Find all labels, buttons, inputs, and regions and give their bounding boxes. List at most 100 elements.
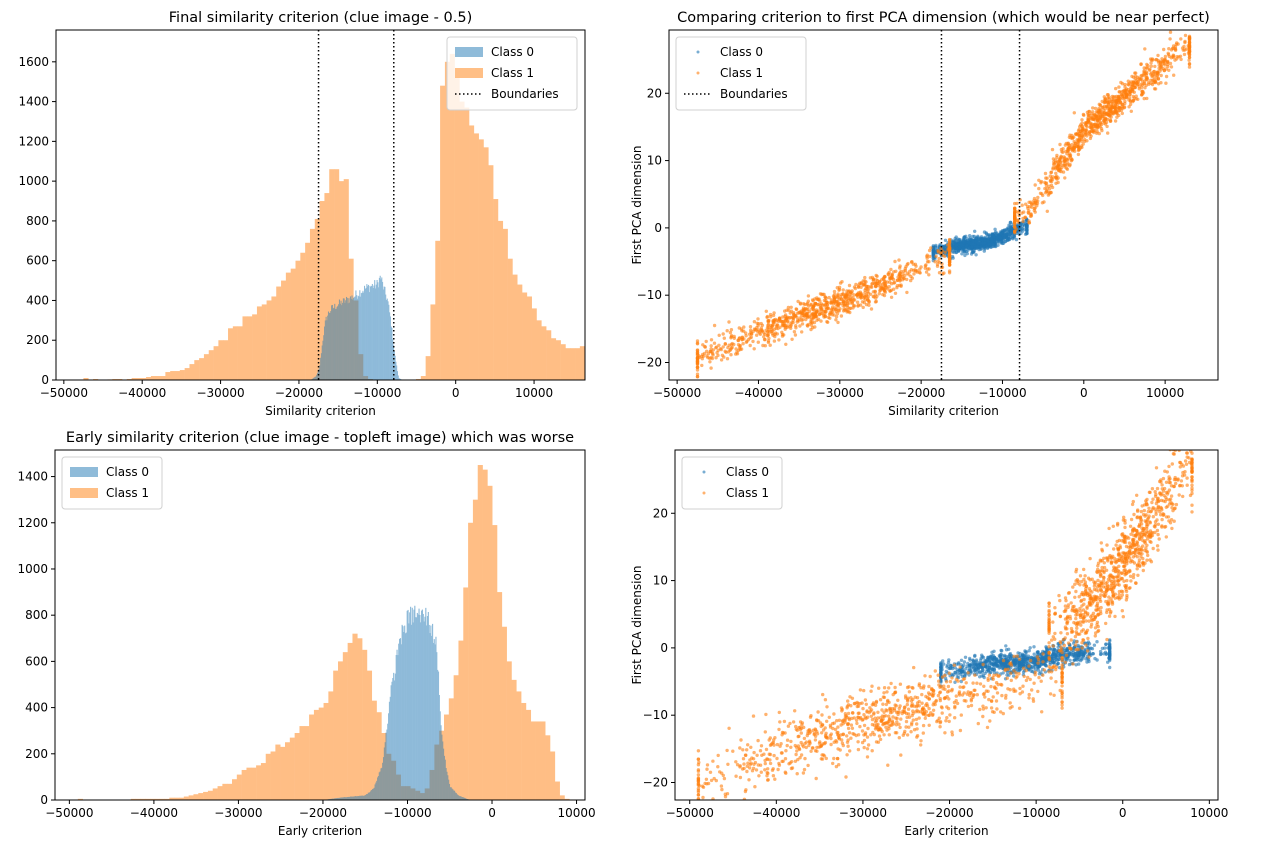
histogram-bar <box>323 702 329 800</box>
scatter-point <box>1145 77 1150 82</box>
scatter-point <box>1166 64 1170 69</box>
scatter-point <box>1056 661 1060 666</box>
scatter-point <box>1039 679 1043 683</box>
scatter-point <box>764 712 768 717</box>
y-axis-label: First PCA dimension <box>630 146 644 265</box>
scatter-point <box>824 756 828 761</box>
scatter-point <box>1044 176 1048 180</box>
scatter-point <box>1093 106 1098 111</box>
scatter-point <box>1085 139 1089 143</box>
scatter-point <box>1016 651 1020 655</box>
scatter-point <box>765 330 770 334</box>
histogram-bar <box>324 193 330 380</box>
scatter-point <box>1143 86 1147 90</box>
scatter-point <box>858 303 863 307</box>
scatter-point <box>974 236 978 241</box>
scatter-point <box>932 692 936 696</box>
scatter-point <box>924 263 928 267</box>
scatter-point <box>953 716 957 720</box>
scatter-point <box>703 345 707 349</box>
scatter-point <box>893 291 898 295</box>
scatter-point <box>978 682 983 686</box>
scatter-point <box>1104 652 1109 656</box>
scatter-point <box>881 702 885 706</box>
histogram-bar <box>370 286 372 380</box>
histogram-bar <box>425 356 431 380</box>
scatter-point <box>954 243 959 247</box>
scatter-point <box>909 260 914 264</box>
histogram-bar <box>343 298 345 380</box>
scatter-point <box>1143 47 1147 51</box>
scatter-point <box>1174 42 1179 47</box>
histogram-bar <box>367 286 369 380</box>
scatter-point <box>782 719 787 724</box>
scatter-point <box>760 329 765 333</box>
scatter-point <box>695 368 700 372</box>
scatter-point <box>825 307 829 311</box>
scatter-point <box>1056 160 1060 164</box>
scatter-point <box>1044 183 1049 188</box>
scatter-point <box>828 310 832 315</box>
scatter-point <box>759 326 764 330</box>
scatter-point <box>870 282 874 286</box>
scatter-point <box>732 342 736 347</box>
scatter-point <box>1007 237 1012 242</box>
scatter-point <box>921 731 925 735</box>
scatter-point <box>809 319 813 324</box>
scatter-point <box>939 662 943 666</box>
legend-label: Class 0 <box>720 45 763 59</box>
histogram-bar <box>374 784 376 800</box>
scatter-point <box>1166 51 1170 55</box>
histogram-bar <box>530 721 536 800</box>
scatter-point <box>892 287 896 291</box>
scatter-point <box>709 344 713 348</box>
scatter-point <box>894 723 899 727</box>
histogram-bar <box>401 624 403 800</box>
scatter-point <box>971 242 975 246</box>
histogram-bar <box>394 355 396 380</box>
histogram-bar <box>350 796 352 800</box>
scatter-point <box>887 717 892 722</box>
scatter-point <box>999 682 1003 687</box>
histogram-bar <box>395 654 397 800</box>
scatter-point <box>862 713 866 717</box>
histogram-bar <box>599 346 604 380</box>
scatter-point <box>1060 678 1064 682</box>
scatter-point <box>1086 116 1090 120</box>
scatter-point <box>897 736 901 740</box>
scatter-point <box>1100 128 1104 133</box>
histogram-bar <box>338 181 344 380</box>
scatter-point <box>890 720 894 724</box>
scatter-point <box>970 245 974 249</box>
histogram-bar <box>483 147 489 380</box>
histogram-bar <box>212 788 218 800</box>
scatter-point <box>711 348 715 352</box>
histogram-bar <box>565 348 571 380</box>
histogram-bar <box>417 614 419 800</box>
scatter-point <box>1187 40 1192 44</box>
scatter-point <box>975 246 979 251</box>
histogram-bar <box>406 610 408 800</box>
scatter-point <box>1043 171 1048 176</box>
histogram-bar <box>344 302 346 380</box>
scatter-point <box>1084 128 1088 132</box>
histogram-bar <box>266 300 272 380</box>
scatter-point <box>882 733 886 737</box>
scatter-point <box>742 325 746 329</box>
scatter-point <box>963 253 967 258</box>
histogram-bar <box>336 798 338 800</box>
scatter-point <box>1043 663 1048 667</box>
histogram-bar <box>362 795 364 800</box>
scatter-point <box>1014 227 1018 231</box>
histogram-bar <box>387 723 389 800</box>
scatter-point <box>835 731 839 735</box>
scatter-point <box>804 740 809 744</box>
scatter-point <box>898 266 902 270</box>
scatter-point <box>1030 655 1034 660</box>
scatter-point <box>1111 111 1116 115</box>
scatter-point <box>1187 58 1191 62</box>
histogram-bar <box>364 288 366 380</box>
scatter-point <box>1028 677 1032 682</box>
scatter-point <box>714 810 717 813</box>
scatter-point <box>1187 43 1192 48</box>
